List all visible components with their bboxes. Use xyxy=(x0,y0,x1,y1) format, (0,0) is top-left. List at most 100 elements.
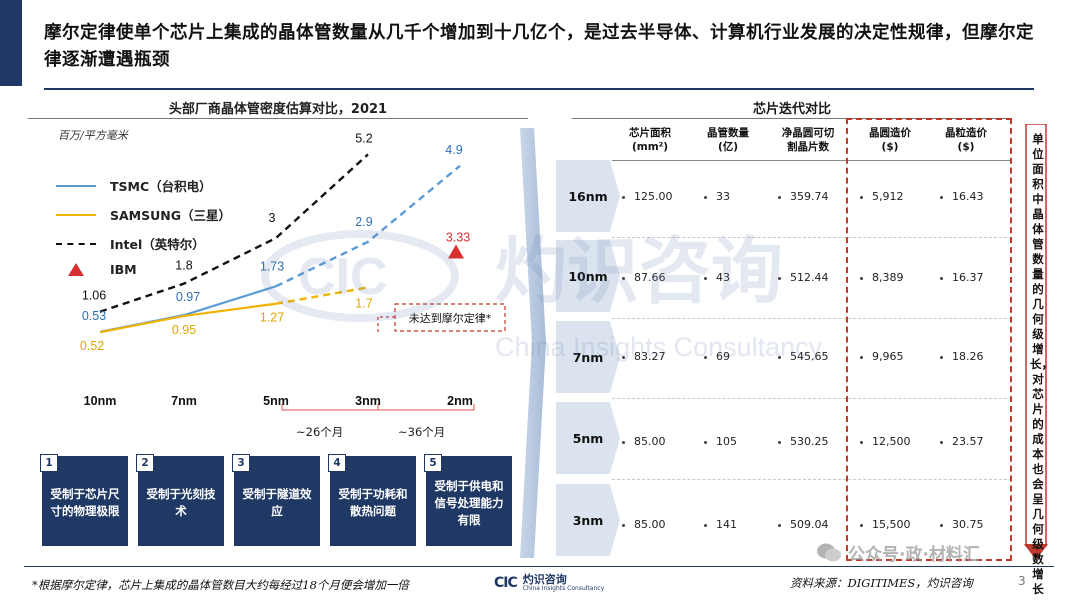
series-projection-samsung xyxy=(275,286,369,305)
x-tick-label: 3nm xyxy=(355,394,381,408)
company-logo: CIC 灼识咨询 China Insights Consultancy xyxy=(494,574,604,592)
generation-bracket xyxy=(281,404,475,411)
data-label-tsmc: 0.53 xyxy=(82,309,106,323)
table-cell: 530.25 xyxy=(778,435,829,448)
x-tick-label: 7nm xyxy=(171,394,197,408)
table-header-transistors: 晶管数量 (亿) xyxy=(690,126,766,154)
table-cell: 125.00 xyxy=(622,190,673,203)
right-panel-title: 芯片迭代对比 xyxy=(752,102,831,117)
data-label-ibm: 3.33 xyxy=(446,230,470,244)
constraint-box-1: 1 受制于芯片尺寸的物理极限 xyxy=(40,454,128,546)
series-projection-intel xyxy=(99,153,369,313)
data-label-tsmc: 4.9 xyxy=(445,143,462,157)
y-unit-label: 百万/平方毫米 xyxy=(58,129,128,142)
row-separator xyxy=(612,479,1012,480)
header-line: 晶管数量 xyxy=(707,127,749,139)
constraint-number: 1 xyxy=(40,454,58,472)
legend-item-samsung: SAMSUNG（三星） xyxy=(56,205,231,224)
table-cell: 43 xyxy=(704,271,730,284)
table-cell: 16.37 xyxy=(940,271,984,284)
x-tick-label: 2nm xyxy=(447,394,473,408)
constraint-number: 4 xyxy=(328,454,346,472)
table-cell: 15,500 xyxy=(860,518,911,531)
down-arrow-icon xyxy=(1024,124,1048,560)
table-cell: 12,500 xyxy=(860,435,911,448)
constraint-text: 受制于芯片尺寸的物理极限 xyxy=(50,487,120,518)
row-label-5nm: 5nm xyxy=(556,402,620,474)
constraint-box-5: 5 受制于供电和信号处理能力有限 xyxy=(424,454,512,546)
data-label-tsmc: 2.9 xyxy=(355,215,372,229)
row-separator xyxy=(612,318,1012,319)
wechat-icon xyxy=(817,543,841,561)
row-label-16nm: 16nm xyxy=(556,160,620,232)
header-accent-bar xyxy=(0,0,22,86)
constraint-text: 受制于供电和信号处理能力有限 xyxy=(434,478,504,527)
row-label-7nm: 7nm xyxy=(556,321,620,393)
table-cell: 85.00 xyxy=(622,435,666,448)
legend-label-intel: Intel（英特尔） xyxy=(110,237,205,252)
row-separator xyxy=(612,237,1012,238)
page-title: 摩尔定律使单个芯片上集成的晶体管数量从几千个增加到十几亿个，是过去半导体、计算机… xyxy=(44,23,1034,70)
row-label-10nm: 10nm xyxy=(556,240,620,312)
data-label-tsmc: 1.73 xyxy=(260,259,284,273)
table-cell: 141 xyxy=(704,518,737,531)
table-cell: 545.65 xyxy=(778,350,829,363)
legend-swatch-intel xyxy=(56,242,96,245)
table-header-area: 芯片面积 (mm²) xyxy=(612,126,688,154)
annotation-text: 未达到摩尔定律* xyxy=(409,311,492,325)
table-cell: 105 xyxy=(704,435,737,448)
data-label-intel: 1.8 xyxy=(175,259,192,273)
header-unit: ($) xyxy=(957,141,975,153)
table-header-die-cost: 晶粒造价 ($) xyxy=(928,126,1004,154)
constraint-box-2: 2 受制于光刻技术 xyxy=(136,454,224,546)
row-label-3nm: 3nm xyxy=(556,484,620,556)
data-label-intel: 1.06 xyxy=(82,289,106,303)
constraint-text: 受制于隧道效应 xyxy=(242,487,312,518)
constraint-number: 5 xyxy=(424,454,442,472)
table-header-dies-per-wafer: 净晶圆可切 割晶片数 xyxy=(768,126,848,154)
header-unit: (mm²) xyxy=(631,141,669,153)
table-cell: 359.74 xyxy=(778,190,829,203)
constraint-number: 2 xyxy=(136,454,154,472)
table-cell: 33 xyxy=(704,190,730,203)
legend-label-samsung: SAMSUNG（三星） xyxy=(110,208,231,223)
table-cell: 30.75 xyxy=(940,518,984,531)
table-cell: 8,389 xyxy=(860,271,904,284)
flow-arrow-band xyxy=(520,128,546,558)
legend-item-ibm: IBM xyxy=(56,262,137,277)
table-cell: 512.44 xyxy=(778,271,829,284)
row-separator xyxy=(612,398,1012,399)
legend-swatch-tsmc xyxy=(56,184,96,187)
header-divider xyxy=(44,88,1034,90)
left-panel-title-underline xyxy=(28,118,528,119)
series-line-samsung xyxy=(99,302,277,334)
density-line-chart: 0.53 0.97 1.73 2.9 4.9 0.52 0.95 1.27 1.7 1.06 1.8… xyxy=(80,131,506,408)
header-unit: 割晶片数 xyxy=(787,141,829,153)
x-tick-label: 10nm xyxy=(84,394,117,408)
table-header-wafer-cost: 晶圆造价 ($) xyxy=(852,126,928,154)
constraint-box-4: 4 受制于功耗和散热问题 xyxy=(328,454,416,546)
header-line: 晶粒造价 xyxy=(945,127,987,139)
table-cell: 69 xyxy=(704,350,730,363)
logo-mark: CIC xyxy=(494,575,518,591)
header-line: 晶圆造价 xyxy=(869,127,911,139)
table-cell: 16.43 xyxy=(940,190,984,203)
wechat-label: 公众号·政·材料汇 xyxy=(848,545,980,565)
table-cell: 5,912 xyxy=(860,190,904,203)
ibm-marker-triangle xyxy=(448,244,464,259)
table-cell: 9,965 xyxy=(860,350,904,363)
data-label-samsung: 1.7 xyxy=(355,296,372,310)
table-cell: 83.27 xyxy=(622,350,666,363)
table-cell: 509.04 xyxy=(778,518,829,531)
constraint-text: 受制于功耗和散热问题 xyxy=(338,487,408,518)
constraint-box-3: 3 受制于隧道效应 xyxy=(232,454,320,546)
logo-name-cn: 灼识咨询 xyxy=(522,573,567,586)
table-header-divider xyxy=(612,160,1012,161)
data-label-tsmc: 0.97 xyxy=(176,290,200,304)
logo-name-en: China Insights Consultancy xyxy=(522,585,605,592)
page-number: 3 xyxy=(1018,574,1026,588)
legend-swatch-samsung xyxy=(56,213,96,216)
series-projection-tsmc xyxy=(275,164,461,288)
data-label-intel: 3 xyxy=(269,211,276,225)
gap-label-5nm-3nm: ~26个月 xyxy=(296,425,344,439)
